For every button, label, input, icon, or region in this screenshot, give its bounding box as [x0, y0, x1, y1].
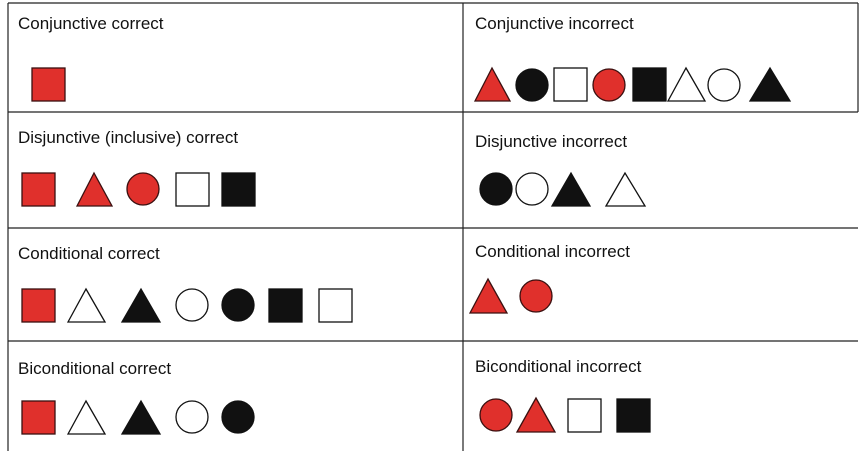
triangle — [550, 171, 592, 207]
cell-label: Disjunctive (inclusive) correct — [18, 128, 238, 147]
square — [21, 400, 56, 435]
cell-label: Conditional incorrect — [475, 242, 630, 261]
circle — [479, 398, 513, 432]
square — [567, 398, 602, 433]
square — [553, 67, 588, 102]
circle — [519, 279, 553, 313]
cell-label: Conjunctive incorrect — [475, 14, 634, 33]
circle — [221, 400, 255, 434]
circle — [175, 288, 209, 322]
triangle — [468, 277, 509, 314]
triangle — [75, 171, 114, 207]
square — [616, 398, 651, 433]
triangle — [66, 399, 107, 435]
cell-label: Biconditional incorrect — [475, 357, 642, 376]
circle — [707, 68, 741, 102]
triangle — [604, 171, 647, 207]
square — [31, 67, 66, 102]
square — [632, 67, 667, 102]
triangle — [473, 66, 512, 102]
circle — [175, 400, 209, 434]
square — [175, 172, 210, 207]
triangle — [515, 396, 557, 433]
circle — [515, 68, 549, 102]
cell-label: Disjunctive incorrect — [475, 132, 627, 151]
triangle — [120, 287, 162, 323]
circle — [221, 288, 255, 322]
circle — [479, 172, 513, 206]
cell-label: Biconditional correct — [18, 359, 171, 378]
square — [21, 288, 56, 323]
triangle — [120, 399, 162, 435]
circle — [126, 172, 160, 206]
triangle — [666, 66, 707, 102]
square — [221, 172, 256, 207]
square — [318, 288, 353, 323]
cell-label: Conditional correct — [18, 244, 160, 263]
triangle — [748, 66, 792, 102]
cell-label: Conjunctive correct — [18, 14, 164, 33]
square — [21, 172, 56, 207]
circle — [592, 68, 626, 102]
square — [268, 288, 303, 323]
triangle — [66, 287, 107, 323]
circle — [515, 172, 549, 206]
